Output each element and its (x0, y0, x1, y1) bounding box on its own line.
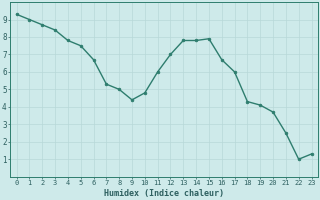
X-axis label: Humidex (Indice chaleur): Humidex (Indice chaleur) (104, 189, 224, 198)
